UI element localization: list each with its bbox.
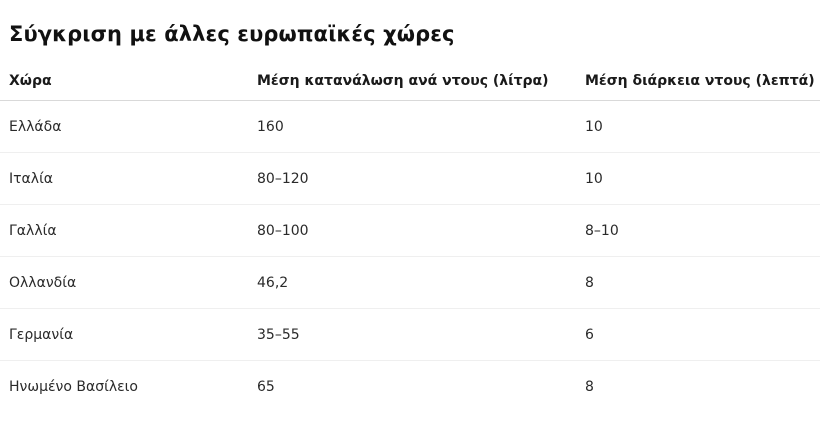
cell-consumption: 46,2 (250, 256, 578, 309)
cell-consumption: 35–55 (250, 308, 578, 361)
table-row: Ελλάδα 160 10 (0, 100, 820, 153)
cell-duration: 10 (578, 100, 820, 153)
cell-country: Γερμανία (0, 308, 250, 361)
table-header-row: Χώρα Μέση κατανάλωση ανά ντους (λίτρα) Μ… (0, 62, 820, 101)
table-row: Ιταλία 80–120 10 (0, 152, 820, 205)
cell-consumption: 65 (257, 378, 275, 395)
section-title: Σύγκριση με άλλες ευρωπαϊκές χώρες (9, 22, 455, 46)
cell-consumption: 80–100 (250, 204, 578, 257)
cell-country: Ολλανδία (0, 256, 250, 309)
cell-duration: 8 (585, 378, 594, 395)
header-consumption: Μέση κατανάλωση ανά ντους (λίτρα) (250, 62, 578, 101)
cell-consumption: 160 (250, 100, 578, 153)
table-row: Ολλανδία 46,2 8 (0, 256, 820, 309)
header-duration: Μέση διάρκεια ντους (λεπτά) (578, 62, 820, 101)
table-row: Ηνωμένο Βασίλειο 65 8 (0, 361, 820, 413)
cell-duration: 8 (578, 256, 820, 309)
table-row: Γαλλία 80–100 8–10 (0, 204, 820, 257)
cell-consumption: 80–120 (250, 152, 578, 205)
cell-country: Ελλάδα (0, 100, 250, 153)
comparison-table: Χώρα Μέση κατανάλωση ανά ντους (λίτρα) Μ… (0, 62, 820, 412)
cell-duration: 10 (578, 152, 820, 205)
cell-country: Ηνωμένο Βασίλειο (9, 378, 138, 395)
cell-duration: 8–10 (578, 204, 820, 257)
cell-country: Γαλλία (0, 204, 250, 257)
cell-country: Ιταλία (0, 152, 250, 205)
header-country: Χώρα (0, 62, 250, 101)
cell-duration: 6 (578, 308, 820, 361)
table-row: Γερμανία 35–55 6 (0, 308, 820, 361)
